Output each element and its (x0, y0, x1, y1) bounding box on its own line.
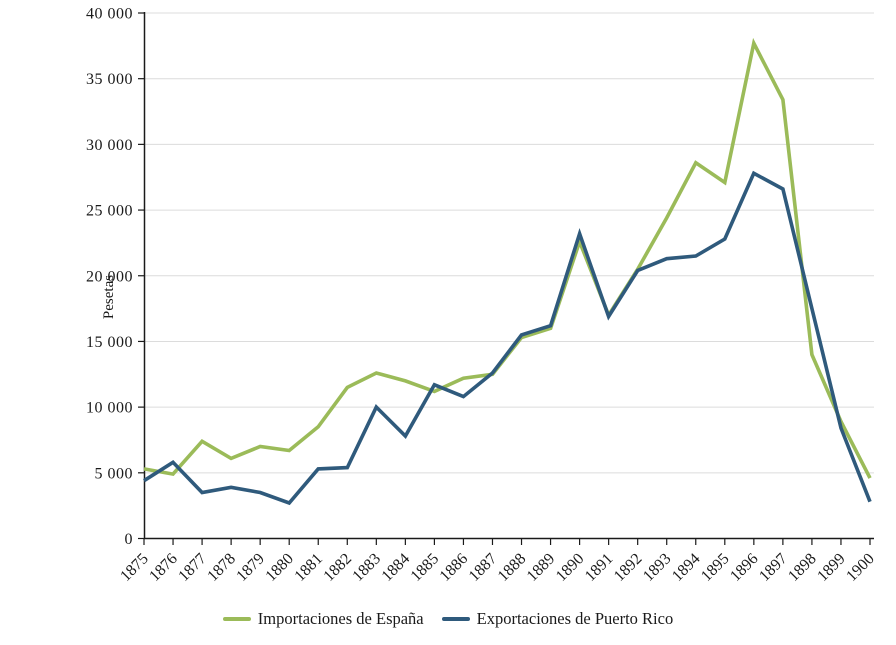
x-tick-label: 1889 (524, 550, 559, 585)
y-tick-label: 15 000 (86, 334, 133, 351)
series-line-exportaciones (143, 170, 872, 506)
y-tick-label: 5 000 (95, 465, 134, 482)
x-tick-label: 1875 (117, 550, 152, 585)
x-tick-label: 1898 (785, 550, 820, 585)
legend-line-swatch-icon (441, 617, 470, 621)
x-tick-label: 1878 (204, 550, 239, 585)
series-line-importaciones (143, 37, 872, 479)
x-tick-label: 1890 (553, 550, 588, 585)
y-tick-label: 20 000 (86, 268, 133, 285)
x-tick-label: 1880 (262, 550, 297, 585)
y-tick-label: 10 000 (86, 400, 133, 417)
legend-label: Exportaciones de Puerto Rico (476, 609, 674, 628)
x-tick-label: 1885 (408, 550, 443, 585)
x-tick-label: 1883 (350, 550, 385, 585)
x-tick-label: 1894 (669, 550, 704, 585)
x-tick-label: 1887 (466, 550, 501, 585)
legend-label: Importaciones de España (257, 609, 424, 628)
x-tick-label: 1891 (582, 550, 617, 585)
y-tick-label: 40 000 (86, 6, 133, 23)
x-tick-label: 1888 (495, 550, 530, 585)
x-tick-label: 1895 (698, 550, 733, 585)
line-chart-plot: 0 5 000 10 000 15 000 20 000 25 000 30 000 35 0… (86, 6, 878, 585)
x-tick-label: 1877 (175, 550, 210, 585)
x-tick-label: 1897 (756, 550, 791, 585)
legend: Importaciones de España Exportaciones de … (0, 602, 896, 636)
x-tick-label: 1892 (611, 550, 646, 585)
y-tick-label: 35 000 (86, 71, 133, 88)
legend-line-swatch-icon (222, 617, 251, 621)
x-tick-label: 1884 (379, 550, 414, 585)
x-tick-label: 1876 (146, 550, 181, 585)
x-tick-label: 1886 (437, 550, 472, 585)
legend-item-importaciones: Importaciones de España (222, 609, 424, 629)
x-tick-label: 1899 (814, 550, 849, 585)
x-tick-label: 1896 (727, 550, 762, 585)
y-tick-label: 30 000 (86, 137, 133, 154)
legend-item-exportaciones: Exportaciones de Puerto Rico (441, 609, 674, 629)
x-tick-label: 1879 (233, 550, 268, 585)
y-axis-title: Pesetas (101, 275, 117, 319)
x-tick-label: 1900 (843, 550, 878, 585)
x-tick-label: 1881 (291, 550, 326, 585)
y-tick-label: 25 000 (86, 203, 133, 220)
x-tick-label: 1882 (320, 550, 355, 585)
x-tick-label: 1893 (640, 550, 675, 585)
y-tick-label: 0 (125, 531, 134, 548)
